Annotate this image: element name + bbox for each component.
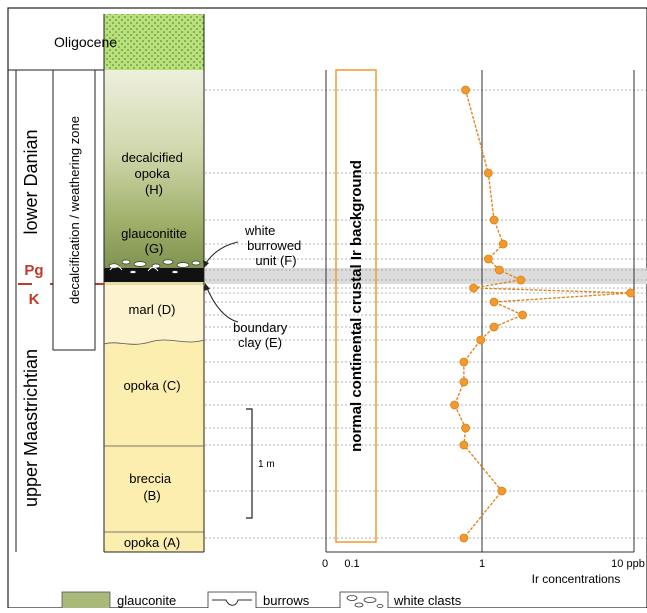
x-axis-title: Ir concentrations: [532, 572, 621, 586]
tick-label-1: 1: [479, 558, 485, 570]
ir-data-point: [494, 265, 504, 275]
ir-data-point: [483, 168, 493, 178]
legend-label-white-clasts: white clasts: [393, 593, 462, 608]
background-band-box: [335, 69, 377, 543]
unit-e-clay: [104, 282, 204, 285]
unit-f-clasts: [108, 259, 201, 274]
unit-c: [104, 340, 204, 446]
tick-label-0: 0: [322, 558, 328, 570]
ir-data-point: [450, 400, 459, 410]
ir-data-point: [461, 85, 470, 95]
tick-label-10: 10 ppb: [611, 558, 645, 570]
ir-data-point: [459, 533, 469, 543]
white-clasts-symbol-shapes: [346, 595, 384, 608]
unit-f-callout: white burrowed unit (F): [244, 223, 305, 268]
ir-chart: normal continental crustal Ir background…: [322, 69, 645, 586]
pg-label: Pg: [24, 262, 43, 279]
sample-level-lines: [205, 89, 647, 539]
unit-b-label: breccia (B): [129, 471, 175, 503]
ir-data-point: [459, 357, 469, 367]
unit-g-label: glauconitite: [121, 226, 187, 241]
ir-data-point: [518, 310, 528, 320]
unit-h-label: decalcified opoka (H): [121, 150, 186, 197]
unit-e-callout: boundary clay (E): [233, 320, 291, 350]
ir-data-point: [489, 297, 499, 307]
boundary-grey-band: [205, 268, 647, 284]
background-band-label: normal continental crustal Ir background: [348, 160, 365, 452]
unit-c-label: opoka (C): [123, 378, 180, 393]
scale-bar-label: 1 m: [258, 459, 275, 470]
unit-f-layer: [104, 268, 204, 282]
upper-maastrichtian-label: upper Maastrichtian: [21, 349, 41, 507]
unit-e-arrow: [205, 285, 239, 323]
ir-data-point: [461, 423, 470, 433]
unit-g-letter: (G): [145, 241, 164, 256]
ir-data-point: [516, 275, 526, 285]
glauconite-swatch: [61, 591, 111, 611]
unit-g: [104, 222, 204, 268]
ir-data-point: [469, 283, 478, 293]
k-label: K: [29, 291, 40, 308]
tick-label-0-1: 0.1: [344, 558, 359, 570]
ir-series: [450, 85, 636, 543]
legend: glauconite burrows white clasts: [61, 591, 462, 611]
unit-b: [104, 446, 204, 532]
burrows-symbol-line: [212, 599, 252, 606]
ir-data-point: [626, 288, 636, 298]
oligocene-dots: [104, 14, 204, 70]
ir-data-point: [498, 239, 508, 249]
stratigraphic-column: [103, 14, 205, 553]
unit-h: [104, 70, 204, 222]
unit-f-arrow: [203, 241, 239, 267]
unit-e-arrowhead: [204, 283, 210, 291]
scale-bar: [246, 408, 253, 519]
ir-data-point: [476, 335, 486, 345]
ir-data-point: [489, 215, 499, 225]
ir-data-point: [497, 486, 507, 496]
unit-d-label: marl (D): [129, 302, 176, 317]
legend-label-burrows: burrows: [263, 593, 310, 608]
weathering-zone-label: decalcification / weathering zone: [67, 116, 82, 304]
unit-d: [104, 285, 204, 345]
weathering-zone-box: [52, 69, 96, 351]
unit-a-label: opoka (A): [124, 535, 180, 550]
ir-data-point: [459, 440, 469, 450]
ir-data-point: [483, 254, 493, 264]
ir-data-point: [459, 377, 469, 387]
legend-label-glauconite: glauconite: [117, 593, 176, 608]
lower-danian-label: lower Danian: [21, 129, 41, 234]
ir-data-point: [489, 322, 499, 332]
oligocene-label: Oligocene: [54, 34, 117, 50]
unit-a: [104, 532, 204, 552]
ir-series-line: [453, 89, 631, 539]
unit-f-arrowhead: [203, 260, 209, 268]
